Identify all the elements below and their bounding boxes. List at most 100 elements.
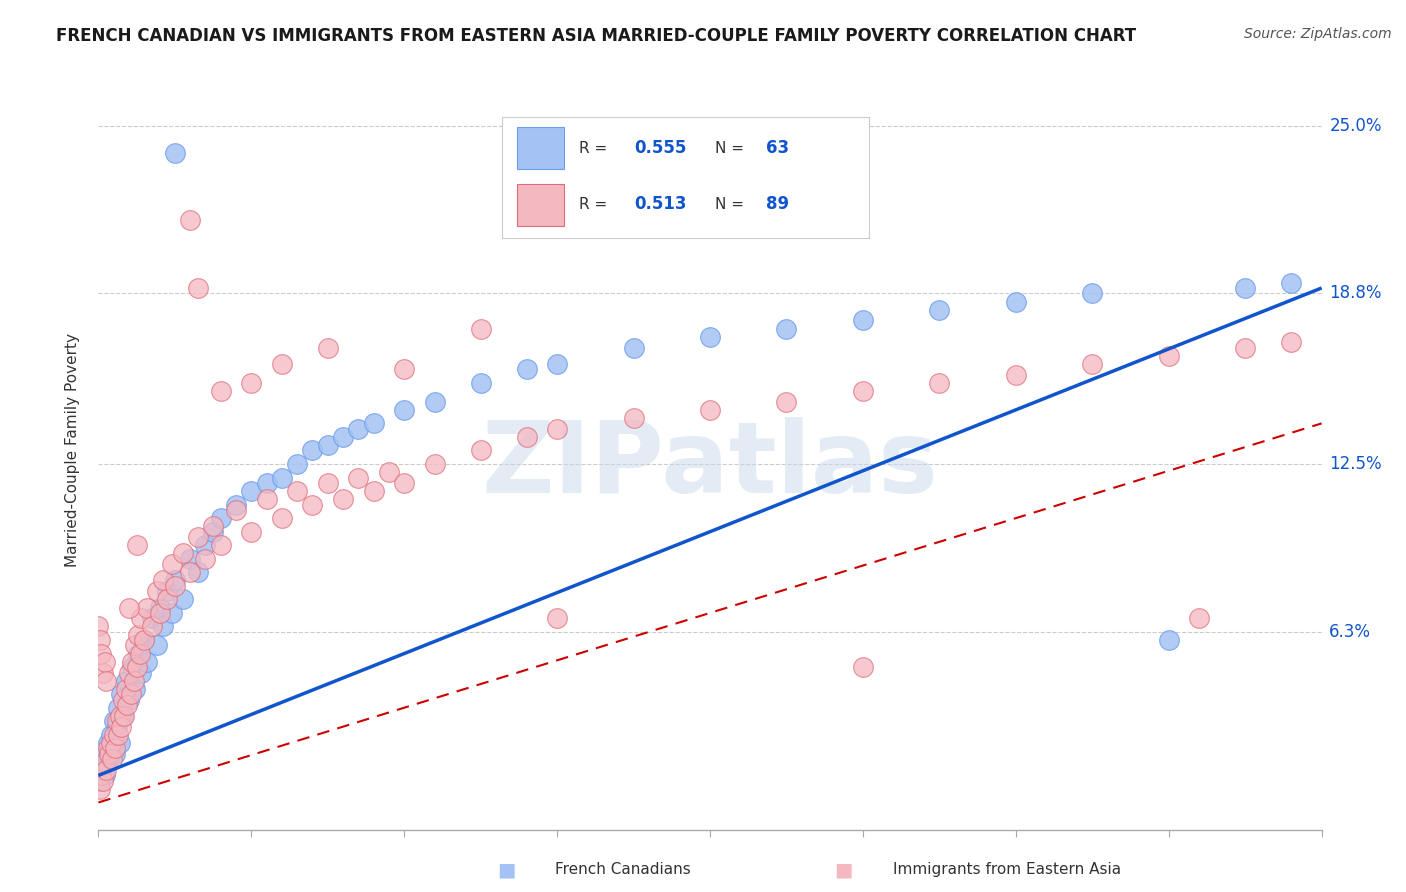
Point	[101, 741, 124, 756]
Point	[94, 747, 117, 761]
Point	[101, 752, 124, 766]
Point	[363, 484, 385, 499]
Point	[97, 741, 120, 756]
Text: ZIPatlas: ZIPatlas	[482, 417, 938, 514]
Point	[256, 475, 278, 490]
Point	[172, 592, 194, 607]
Point	[202, 519, 225, 533]
Point	[93, 755, 115, 769]
Point	[928, 302, 950, 317]
Point	[149, 606, 172, 620]
Point	[546, 357, 568, 371]
Point	[152, 574, 174, 588]
Point	[127, 647, 149, 661]
Point	[470, 376, 492, 390]
Point	[103, 728, 125, 742]
Point	[470, 443, 492, 458]
Point	[194, 551, 217, 566]
Point	[240, 484, 263, 499]
Point	[699, 402, 721, 417]
Point	[187, 530, 209, 544]
Point	[94, 763, 117, 777]
Point	[136, 655, 159, 669]
Point	[378, 465, 401, 479]
Point	[120, 687, 142, 701]
Point	[125, 660, 148, 674]
Point	[1004, 368, 1026, 382]
Text: Source: ZipAtlas.com: Source: ZipAtlas.com	[1244, 27, 1392, 41]
Point	[156, 592, 179, 607]
Point	[209, 511, 232, 525]
Point	[89, 773, 111, 788]
Point	[129, 665, 152, 680]
Point	[163, 579, 186, 593]
Point	[98, 747, 121, 761]
Point	[110, 687, 132, 701]
Point	[98, 752, 121, 766]
Point	[852, 384, 875, 398]
Point	[172, 546, 194, 560]
Point	[301, 443, 323, 458]
Point	[94, 673, 117, 688]
Point	[928, 376, 950, 390]
Point	[156, 584, 179, 599]
Point	[136, 600, 159, 615]
Point	[775, 394, 797, 409]
Point	[270, 511, 292, 525]
Point	[163, 574, 186, 588]
Point	[103, 714, 125, 729]
Point	[87, 619, 110, 633]
Point	[1279, 335, 1302, 350]
Point	[118, 600, 141, 615]
Point	[118, 692, 141, 706]
Point	[194, 538, 217, 552]
Point	[127, 627, 149, 641]
Point	[145, 584, 167, 599]
Point	[316, 341, 339, 355]
Point	[423, 457, 446, 471]
Point	[347, 470, 370, 484]
Point	[240, 376, 263, 390]
Point	[225, 503, 247, 517]
Point	[108, 708, 131, 723]
Point	[134, 633, 156, 648]
Point	[516, 430, 538, 444]
Point	[546, 422, 568, 436]
Point	[1234, 281, 1257, 295]
Point	[129, 611, 152, 625]
Text: Immigrants from Eastern Asia: Immigrants from Eastern Asia	[893, 863, 1121, 877]
Y-axis label: Married-Couple Family Poverty: Married-Couple Family Poverty	[65, 334, 80, 567]
Point	[270, 470, 292, 484]
Point	[122, 673, 145, 688]
Text: FRENCH CANADIAN VS IMMIGRANTS FROM EASTERN ASIA MARRIED-COUPLE FAMILY POVERTY CO: FRENCH CANADIAN VS IMMIGRANTS FROM EASTE…	[56, 27, 1136, 45]
Point	[105, 714, 128, 729]
Point	[546, 611, 568, 625]
Point	[1234, 341, 1257, 355]
Point	[97, 736, 120, 750]
Text: 6.3%: 6.3%	[1329, 623, 1371, 640]
Point	[118, 665, 141, 680]
Point	[852, 313, 875, 327]
Text: French Canadians: French Canadians	[555, 863, 692, 877]
Point	[163, 145, 186, 160]
Point	[179, 213, 201, 227]
Point	[115, 673, 138, 688]
Point	[423, 394, 446, 409]
Point	[1157, 633, 1180, 648]
Point	[110, 720, 132, 734]
Point	[128, 647, 150, 661]
Point	[699, 330, 721, 344]
Point	[392, 475, 416, 490]
Point	[240, 524, 263, 539]
Point	[160, 606, 183, 620]
Point	[363, 417, 385, 431]
Text: 12.5%: 12.5%	[1329, 455, 1382, 473]
Point	[179, 551, 201, 566]
Point	[270, 357, 292, 371]
Point	[1157, 349, 1180, 363]
Text: 25.0%: 25.0%	[1329, 117, 1382, 135]
Point	[124, 639, 146, 653]
Point	[91, 755, 114, 769]
Point	[107, 700, 129, 714]
Point	[209, 384, 232, 398]
